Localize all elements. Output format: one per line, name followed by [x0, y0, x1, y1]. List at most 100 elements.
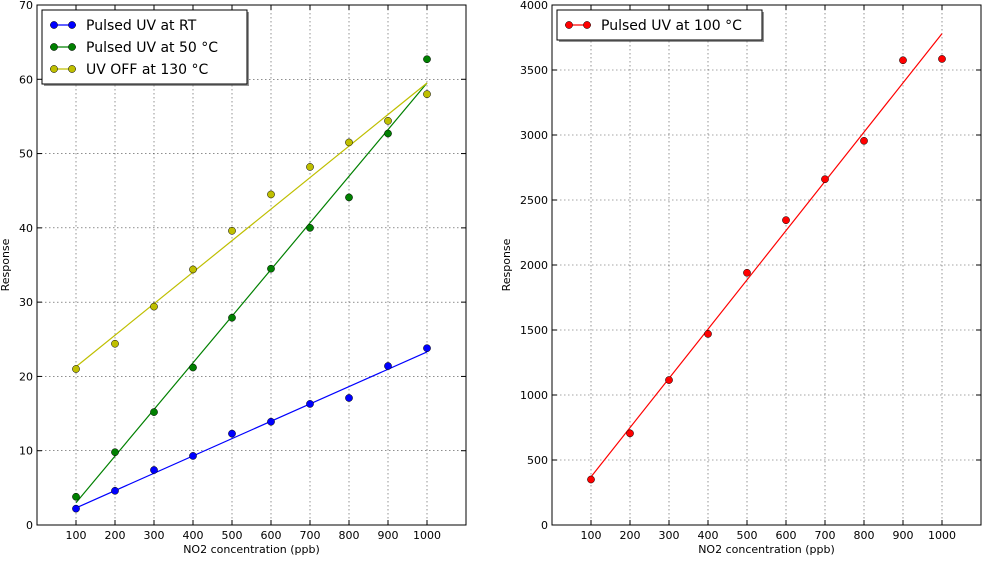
data-point	[111, 486, 119, 495]
x-axis-label: NO2 concentration (ppb)	[183, 543, 320, 556]
data-point	[189, 452, 197, 460]
data-point	[72, 492, 80, 501]
y-tick-label: 0	[541, 519, 548, 532]
data-point	[306, 224, 314, 232]
data-point	[860, 137, 868, 145]
legend-entry: UV OFF at 130 °C	[86, 62, 209, 78]
data-point	[384, 117, 392, 125]
y-tick-label: 500	[527, 454, 548, 467]
data-point	[189, 265, 197, 274]
x-tick-label: 700	[300, 529, 321, 542]
y-tick-label: 50	[19, 148, 33, 161]
data-point	[704, 330, 712, 338]
x-tick-label: 300	[144, 529, 165, 542]
data-point	[587, 475, 595, 484]
y-tick-label: 70	[19, 0, 33, 12]
y-tick-label: 1000	[520, 389, 548, 402]
legend-marker	[50, 43, 58, 51]
legend-box	[41, 9, 248, 85]
legend-box	[556, 9, 763, 41]
x-tick-label: 600	[261, 529, 282, 542]
data-point	[267, 417, 275, 426]
plot-area	[37, 5, 466, 525]
data-point	[384, 362, 392, 370]
x-tick-label: 500	[737, 529, 758, 542]
x-tick-label: 100	[581, 529, 602, 542]
legend-marker	[583, 21, 591, 29]
data-point	[72, 365, 80, 373]
data-point	[150, 408, 158, 416]
data-point	[626, 429, 634, 438]
data-point	[423, 344, 431, 353]
x-axis-label: NO2 concentration (ppb)	[698, 543, 835, 556]
axes-frame	[36, 4, 467, 526]
y-tick-label: 40	[19, 222, 33, 235]
y-tick-label: 4000	[520, 0, 548, 12]
chart-2: 100 200 300 400 500 600 700 800 900 1000 0 500 1000 1…	[500, 0, 982, 556]
data-point	[345, 193, 353, 202]
y-tick-label: 3000	[520, 129, 548, 142]
x-tick-label: 600	[776, 529, 797, 542]
data-point	[228, 429, 236, 438]
data-point	[150, 466, 158, 474]
data-point	[228, 313, 236, 322]
legend-marker	[50, 21, 58, 29]
y-tick-label: 1500	[520, 324, 548, 337]
axes-frame	[551, 4, 982, 526]
data-point	[150, 302, 158, 311]
legend-entry: Pulsed UV at RT	[86, 18, 197, 34]
data-point	[938, 55, 946, 63]
y-tick-label: 20	[19, 370, 33, 383]
x-tick-label: 400	[698, 529, 719, 542]
data-point	[821, 175, 829, 184]
y-tick-label: 2500	[520, 194, 548, 207]
x-tick-label: 900	[378, 529, 399, 542]
data-point	[111, 339, 119, 348]
y-tick-label: 10	[19, 445, 33, 458]
x-tick-label: 800	[854, 529, 875, 542]
fit-line	[590, 33, 943, 478]
data-point	[111, 448, 119, 457]
data-point	[228, 226, 236, 235]
data-point	[345, 394, 353, 402]
x-tick-label: 1000	[413, 529, 441, 542]
y-axis-label: Response	[500, 238, 513, 291]
y-tick-label: 60	[19, 73, 33, 86]
data-point	[743, 268, 751, 277]
x-tick-label: 700	[815, 529, 836, 542]
data-point	[782, 216, 790, 224]
legend-marker	[50, 65, 58, 73]
x-tick-label: 200	[105, 529, 126, 542]
y-tick-label: 30	[19, 296, 33, 309]
data-point	[384, 129, 392, 138]
y-axis-label: Response	[0, 238, 12, 291]
y-tick-label: 3500	[520, 64, 548, 77]
legend-marker	[565, 21, 573, 29]
data-point	[306, 163, 314, 171]
data-point	[189, 363, 197, 372]
x-tick-label: 400	[183, 529, 204, 542]
fit-line	[75, 351, 428, 509]
legend-marker	[68, 21, 76, 29]
legend-marker	[68, 65, 76, 73]
data-point	[306, 400, 314, 408]
fit-line	[75, 82, 428, 368]
x-tick-label: 200	[620, 529, 641, 542]
y-tick-label: 0	[26, 519, 33, 532]
data-point	[423, 55, 431, 64]
data-point	[665, 376, 673, 384]
x-tick-label: 100	[66, 529, 87, 542]
y-tick-label: 2000	[520, 259, 548, 272]
x-tick-label: 500	[222, 529, 243, 542]
data-point	[423, 90, 431, 98]
x-tick-label: 300	[659, 529, 680, 542]
x-tick-label: 900	[893, 529, 914, 542]
data-point	[267, 264, 275, 273]
legend-entry: Pulsed UV at 50 °C	[86, 40, 218, 56]
legend-entry: Pulsed UV at 100 °C	[601, 18, 742, 34]
data-point	[267, 190, 275, 199]
x-tick-label: 1000	[928, 529, 956, 542]
x-tick-label: 800	[339, 529, 360, 542]
